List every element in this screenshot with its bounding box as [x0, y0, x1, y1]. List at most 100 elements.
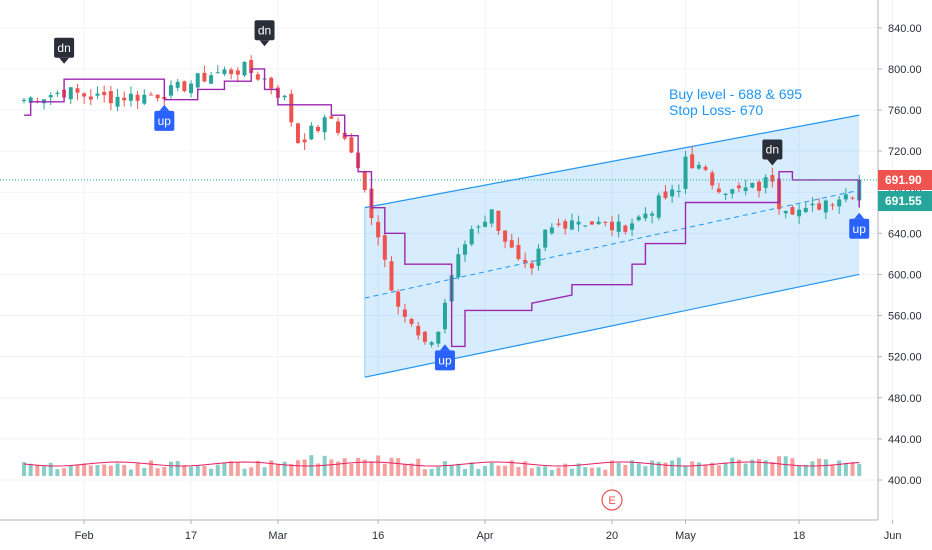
volume-bar — [843, 463, 848, 476]
candle-body — [630, 223, 635, 230]
event-circle[interactable] — [601, 489, 623, 511]
candle-body — [108, 91, 113, 104]
volume-bar — [102, 464, 107, 476]
channel-upper-line[interactable] — [364, 114, 860, 209]
volume-bar — [222, 462, 227, 476]
candle-body — [295, 123, 300, 143]
channel-mid-line[interactable] — [364, 189, 860, 299]
signal-pointer — [854, 212, 865, 219]
candle-body — [529, 263, 534, 269]
signal-label: up — [853, 222, 867, 236]
volume-bar — [249, 467, 254, 476]
price-label: 691.90 — [885, 173, 922, 187]
price-label: 691.55 — [885, 194, 922, 208]
volume-bar — [88, 465, 93, 476]
volume-bar — [516, 466, 521, 476]
signal-box — [54, 37, 75, 58]
volume-bar — [215, 464, 220, 476]
volume-bar — [723, 462, 728, 476]
volume-bar — [496, 465, 501, 476]
volume-bar — [583, 467, 588, 476]
signal-label: up — [158, 114, 172, 128]
candle-body — [68, 87, 73, 100]
volume-bar — [262, 467, 267, 476]
volume-bar — [329, 459, 334, 476]
signal-pointer — [159, 104, 170, 111]
candle-body — [516, 245, 521, 260]
volume-bar — [95, 465, 100, 476]
volume-bar — [523, 461, 528, 476]
candle-body — [723, 193, 728, 195]
volume-bar — [396, 458, 401, 476]
volume-bar — [442, 461, 447, 476]
price-label-bg — [878, 191, 932, 211]
candle-body — [155, 94, 160, 99]
volume-bar — [155, 468, 160, 476]
volume-bar — [716, 465, 721, 476]
volume-bar — [556, 467, 561, 476]
candle-body — [730, 189, 735, 194]
volume-bar — [783, 456, 788, 476]
candle-body — [703, 166, 708, 170]
candle-body — [402, 309, 407, 317]
volume-bar — [62, 468, 67, 476]
candle-body — [122, 97, 127, 101]
candle-body — [556, 223, 561, 225]
volume-bar — [850, 462, 855, 476]
candle-body — [757, 181, 761, 191]
signal-label: dn — [57, 41, 70, 55]
candle-body — [195, 73, 200, 88]
volume-bar — [803, 464, 808, 476]
candle-body — [75, 88, 80, 93]
event-label[interactable]: E — [608, 495, 615, 507]
candle-body — [389, 261, 394, 291]
volume-bar — [830, 464, 835, 476]
candle-body — [28, 97, 33, 103]
x-tick-label: Feb — [75, 530, 94, 542]
candle-body — [209, 75, 214, 84]
candle-body — [382, 235, 387, 260]
volume-bars — [22, 455, 862, 476]
candle-body — [396, 291, 401, 307]
volume-bar — [797, 465, 802, 476]
annotation-line-1[interactable]: Stop Loss- 670 — [669, 102, 763, 118]
candle-body — [222, 69, 227, 75]
candle-body — [416, 325, 421, 336]
x-tick-label: Apr — [476, 530, 493, 542]
candle-body — [543, 229, 548, 248]
volume-bar — [837, 460, 842, 476]
event-marker[interactable]: E — [601, 489, 623, 511]
volume-bar — [108, 465, 113, 476]
volume-bar — [610, 460, 614, 476]
volume-bar — [202, 465, 207, 476]
candle-body — [790, 207, 795, 215]
candle-body — [603, 221, 608, 223]
candle-body — [249, 60, 254, 74]
volume-bar — [730, 457, 735, 476]
candle-body — [429, 342, 434, 345]
volume-bar — [710, 462, 715, 476]
candle-body — [736, 185, 741, 189]
volume-bar — [28, 463, 33, 476]
candle-body — [302, 139, 307, 143]
candle-body — [663, 191, 668, 198]
volume-bar — [563, 463, 568, 476]
candle-body — [22, 99, 26, 102]
channel-fill[interactable] — [364, 115, 860, 378]
signal-box — [154, 110, 175, 131]
volume-bar — [75, 464, 80, 476]
x-tick-label: 18 — [793, 530, 805, 542]
candle-body — [843, 194, 848, 200]
volume-bar — [743, 463, 748, 476]
volume-bar — [456, 463, 461, 476]
volume-bar — [656, 461, 661, 476]
volume-bar — [235, 461, 240, 476]
annotation-line-0[interactable]: Buy level - 688 & 695 — [669, 86, 802, 102]
candle-body — [549, 227, 554, 234]
volume-bar — [823, 459, 828, 476]
price-label-bg — [878, 170, 932, 190]
volume-bar — [195, 465, 200, 476]
